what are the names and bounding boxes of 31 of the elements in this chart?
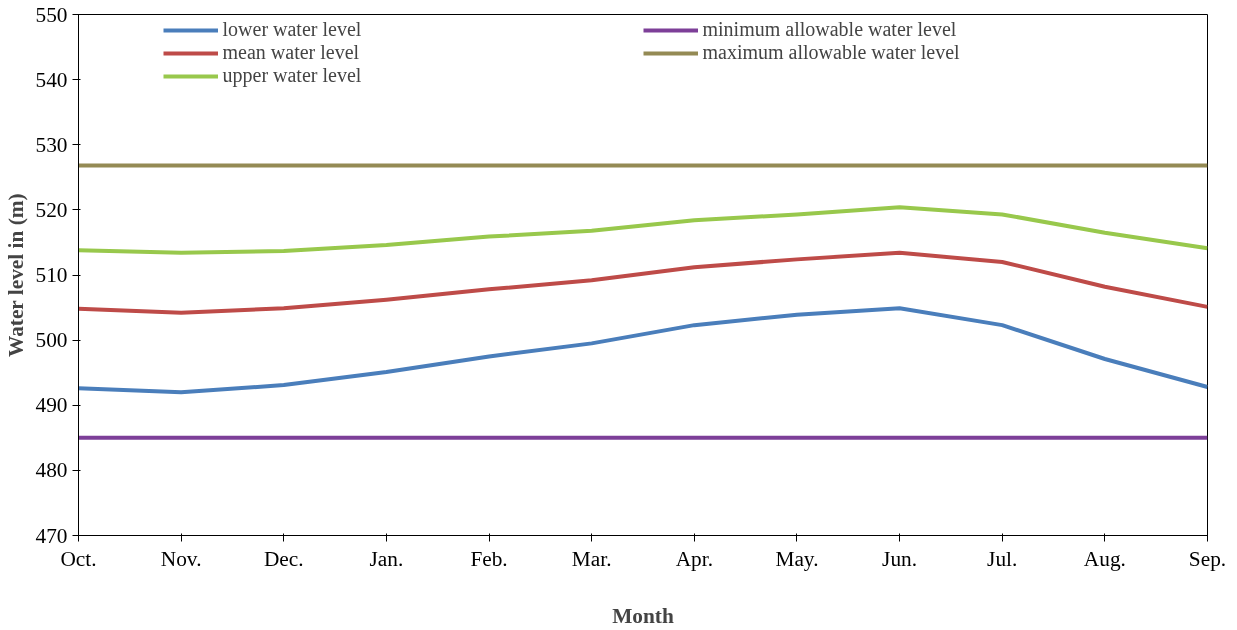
x-tick-label: Jul.	[987, 546, 1018, 571]
y-tick-label: 530	[35, 132, 68, 157]
legend-label: mean water level	[222, 41, 361, 64]
y-tick-label: 520	[35, 197, 68, 222]
x-tick-label: Sep.	[1188, 546, 1227, 571]
x-tick-label: Dec.	[263, 546, 304, 571]
y-tick-label: 500	[35, 328, 68, 353]
x-tick-label: Aug.	[1083, 546, 1126, 571]
line-series	[78, 306, 1208, 395]
x-axis-title: Month	[612, 603, 674, 628]
x-tick-label: May.	[775, 546, 819, 571]
y-axis-title: Water level in (m)	[3, 193, 28, 358]
y-tick-label: 490	[35, 393, 68, 418]
x-tick-label: Jun.	[882, 546, 918, 571]
x-tick-label: Nov.	[160, 546, 202, 571]
line-series	[78, 250, 1208, 315]
x-tick-label: Feb.	[470, 546, 508, 571]
legend-label: lower water level	[222, 18, 363, 41]
legend-label: minimum allowable water level	[702, 18, 958, 41]
legend-label: upper water level	[222, 64, 363, 87]
y-tick-label: 550	[35, 2, 68, 27]
y-tick-label: 470	[35, 523, 68, 548]
x-tick-label: Oct.	[60, 546, 97, 571]
legend-label: maximum allowable water level	[702, 41, 961, 64]
x-tick-label: Mar.	[571, 546, 612, 571]
x-tick-label: Apr.	[675, 546, 713, 571]
x-tick-label: Jan.	[369, 546, 404, 571]
y-tick-label: 540	[35, 67, 68, 92]
line-series	[78, 205, 1208, 255]
y-tick-label: 480	[35, 458, 68, 483]
y-tick-label: 510	[35, 263, 68, 287]
